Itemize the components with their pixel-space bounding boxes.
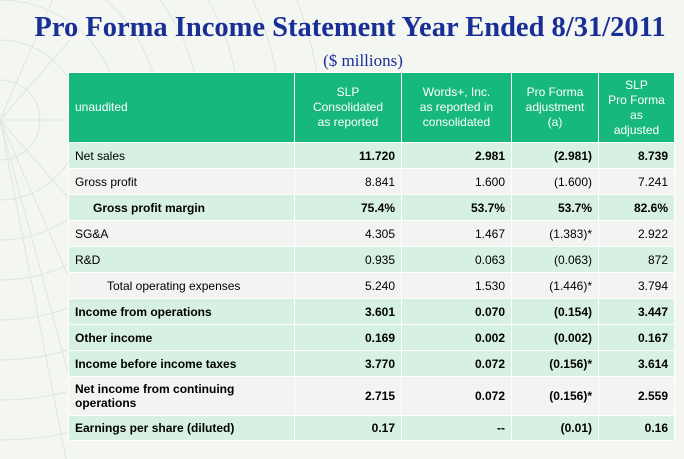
table-cell: 3.794	[598, 272, 675, 299]
table-cell: 2.981	[401, 142, 512, 169]
income-statement-table: unaudited SLP Consolidated as reported Wor…	[68, 72, 675, 441]
table-cell: 8.739	[598, 142, 675, 169]
table-row-gross-profit-margin: Gross profit margin 75.4% 53.7% 53.7% 82.6%	[68, 194, 675, 221]
row-label: Income before income taxes	[68, 350, 295, 377]
table-cell: (0.01)	[511, 415, 599, 441]
table-row-income-before-taxes: Income before income taxes 3.770 0.072 (0.1…	[68, 350, 675, 377]
table-cell: (0.156)*	[511, 376, 599, 416]
table-cell: (1.600)	[511, 168, 599, 195]
row-label: Gross profit	[68, 168, 295, 195]
table-cell: 0.072	[401, 350, 512, 377]
row-label: Other income	[68, 324, 295, 351]
table-row-total-operating-expenses: Total operating expenses 5.240 1.530 (1.446…	[68, 272, 675, 299]
table-row-eps-diluted: Earnings per share (diluted) 0.17 -- (0.01)…	[68, 415, 675, 441]
table-cell: 5.240	[294, 272, 402, 299]
table-cell: 2.559	[598, 376, 675, 416]
table-cell: 8.841	[294, 168, 402, 195]
table-cell: (0.063)	[511, 246, 599, 273]
column-header-slp-consolidated: SLP Consolidated as reported	[294, 72, 402, 143]
row-label: Income from operations	[68, 298, 295, 325]
table-row-income-from-operations: Income from operations 3.601 0.070 (0.154) 3…	[68, 298, 675, 325]
table-cell: 82.6%	[598, 194, 675, 221]
table-cell: 53.7%	[401, 194, 512, 221]
table-cell: (1.383)*	[511, 220, 599, 247]
table-row-other-income: Other income 0.169 0.002 (0.002) 0.167	[68, 324, 675, 351]
table-cell: (0.156)*	[511, 350, 599, 377]
table-cell: 0.16	[598, 415, 675, 441]
table-cell: 3.770	[294, 350, 402, 377]
row-label: Net sales	[68, 142, 295, 169]
table-row-net-income-continuing: Net income from continuing operations 2.7…	[68, 376, 675, 416]
table-cell: 0.070	[401, 298, 512, 325]
table-cell: 1.467	[401, 220, 512, 247]
table-header-row: unaudited SLP Consolidated as reported Wor…	[68, 72, 675, 143]
table-cell: 0.072	[401, 376, 512, 416]
row-label: SG&A	[68, 220, 295, 247]
row-label: Total operating expenses	[68, 272, 295, 299]
page-subtitle: ($ millions)	[323, 51, 403, 70]
table-cell: 4.305	[294, 220, 402, 247]
column-header-pro-forma-adjustment: Pro Forma adjustment (a)	[511, 72, 599, 143]
row-label: Gross profit margin	[68, 194, 295, 221]
table-cell: 1.600	[401, 168, 512, 195]
table-cell: 11.720	[294, 142, 402, 169]
table-cell: 3.614	[598, 350, 675, 377]
table-cell: 53.7%	[511, 194, 599, 221]
table-cell: 2.922	[598, 220, 675, 247]
table-cell: 0.167	[598, 324, 675, 351]
column-header-slp-pro-forma: SLP Pro Forma as adjusted	[598, 72, 675, 143]
table-row-rd: R&D 0.935 0.063 (0.063) 872	[68, 246, 675, 273]
row-label: R&D	[68, 246, 295, 273]
table-cell: 2.715	[294, 376, 402, 416]
page-title: Pro Forma Income Statement Year Ended 8/…	[34, 12, 666, 43]
row-label: Earnings per share (diluted)	[68, 415, 295, 441]
table-cell: 0.063	[401, 246, 512, 273]
table-cell: 75.4%	[294, 194, 402, 221]
table-cell: 1.530	[401, 272, 512, 299]
column-header-words-plus: Words+, Inc. as reported in consolidated	[401, 72, 512, 143]
table-cell: 0.002	[401, 324, 512, 351]
table-cell: --	[401, 415, 512, 441]
table-cell: 0.169	[294, 324, 402, 351]
table-cell: 3.447	[598, 298, 675, 325]
table-cell: (1.446)*	[511, 272, 599, 299]
table-row-gross-profit: Gross profit 8.841 1.600 (1.600) 7.241	[68, 168, 675, 195]
table-row-sga: SG&A 4.305 1.467 (1.383)* 2.922	[68, 220, 675, 247]
table-cell: (0.002)	[511, 324, 599, 351]
row-label: Net income from continuing operations	[68, 376, 295, 416]
column-header-label: unaudited	[68, 72, 295, 143]
table-cell: (2.981)	[511, 142, 599, 169]
table-cell: 0.935	[294, 246, 402, 273]
table-cell: 872	[598, 246, 675, 273]
table-cell: 0.17	[294, 415, 402, 441]
table-cell: 3.601	[294, 298, 402, 325]
table-cell: (0.154)	[511, 298, 599, 325]
table-row-net-sales: Net sales 11.720 2.981 (2.981) 8.739	[68, 142, 675, 169]
table-cell: 7.241	[598, 168, 675, 195]
